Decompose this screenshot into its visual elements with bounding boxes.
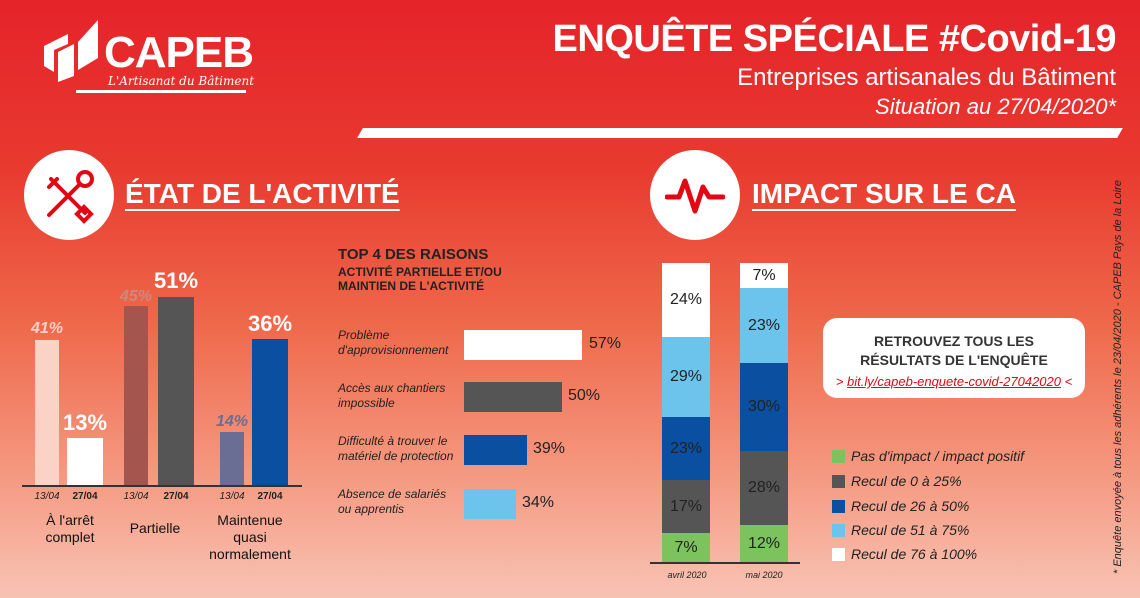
seg-mai-26-50: 30% [740, 363, 788, 451]
date-arret-2704: 27/04 [72, 491, 98, 502]
label-partielle-1304: 45% [119, 288, 153, 305]
reason-label-4: Absence de salariés ou apprentis [338, 487, 447, 516]
pulse-icon [650, 150, 740, 240]
bar-arret-2704 [67, 438, 103, 485]
reason-value-3: 39% [533, 440, 566, 457]
label-maintenue-2704: 36% [247, 311, 293, 336]
legend-swatch [832, 547, 845, 561]
legend-76-100: Recul de 76 à 100% [832, 546, 977, 562]
situation-date: Situation au 27/04/2020* [875, 94, 1116, 119]
label-partielle-2704: 51% [153, 268, 199, 293]
reason-value-1: 57% [589, 335, 622, 352]
title-divider [357, 128, 1123, 138]
legend-0-25: Recul de 0 à 25% [832, 473, 962, 489]
survey-results-link[interactable]: bit.ly/capeb-enquete-covid-27042020 [847, 374, 1061, 389]
reason-bar-4 [464, 489, 516, 519]
capeb-logo-icon [44, 20, 98, 82]
brand-tagline: L'Artisanat du Bâtiment [108, 74, 255, 88]
column-label-mai: mai 2020 [745, 570, 783, 580]
results-callout: RETROUVEZ TOUS LES RÉSULTATS DE L'ENQUÊT… [823, 318, 1085, 398]
date-partielle-2704: 27/04 [163, 491, 189, 502]
callout-title: RETROUVEZ TOUS LES RÉSULTATS DE L'ENQUÊT… [860, 333, 1048, 368]
impact-baseline [650, 562, 800, 564]
footnote: * Enquête envoyée à tous les adhérents l… [1112, 180, 1124, 574]
activity-section-title: ÉTAT DE L'ACTIVITÉ [125, 178, 400, 209]
bar-partielle-1304 [124, 306, 148, 485]
legend-swatch [832, 523, 845, 537]
legend-26-50: Recul de 26 à 50% [832, 498, 969, 514]
legend-51-75: Recul de 51 à 75% [832, 522, 969, 538]
date-maintenue-2704: 27/04 [257, 491, 283, 502]
group-label-partielle: Partielle [129, 520, 181, 536]
reason-value-2: 50% [568, 387, 601, 404]
seg-avril-pas-impact: 7% [662, 533, 710, 562]
seg-mai-51-75: 23% [740, 288, 788, 363]
legend-swatch [832, 474, 845, 488]
brand-name: CAPEB [104, 28, 254, 77]
legend-swatch [832, 499, 845, 513]
seg-avril-51-75: 29% [662, 337, 710, 417]
baseline-axis [22, 485, 302, 487]
callout-link-row: > bit.ly/capeb-enquete-covid-27042020 < [835, 374, 1073, 389]
label-arret-1304: 41% [30, 320, 64, 337]
legend-swatch [832, 449, 845, 463]
reason-value-4: 34% [522, 494, 555, 511]
group-label-maintenue: Maintenue quasi normalement [209, 512, 291, 562]
column-label-avril: avril 2020 [667, 570, 707, 580]
reasons-subtitle: ACTIVITÉ PARTIELLE ET/OU MAINTIEN DE L'A… [338, 265, 502, 293]
reason-label-1: Problème d'approvisionnement [338, 328, 449, 357]
page-title: ENQUÊTE SPÉCIALE #Covid-19 [552, 18, 1117, 60]
reason-bar-3 [464, 435, 527, 465]
legend-pas-impact: Pas d'impact / impact positif [832, 448, 1024, 464]
seg-avril-0-25: 17% [662, 480, 710, 533]
seg-mai-0-25: 28% [740, 451, 788, 525]
seg-mai-pas-impact: 12% [740, 525, 788, 562]
date-arret-1304: 13/04 [34, 491, 60, 502]
label-maintenue-1304: 14% [215, 413, 249, 430]
bar-maintenue-1304 [220, 432, 244, 485]
tools-icon [24, 150, 114, 240]
reasons-title: TOP 4 DES RAISONS [338, 246, 489, 263]
group-label-arret: À l'arrêt complet [45, 512, 95, 545]
label-arret-2704: 13% [62, 410, 108, 435]
reason-bar-1 [464, 330, 582, 360]
bar-arret-1304 [35, 340, 59, 485]
logo-underline [76, 90, 246, 93]
date-partielle-1304: 13/04 [123, 491, 149, 502]
seg-avril-26-50: 23% [662, 417, 710, 480]
reason-label-3: Difficulté à trouver le matériel de prote… [338, 434, 454, 463]
reason-label-2: Accès aux chantiers impossible [338, 381, 446, 410]
impact-section-title: IMPACT SUR LE CA [752, 178, 1016, 209]
reason-bar-2 [464, 382, 562, 412]
page-subtitle: Entreprises artisanales du Bâtiment [737, 64, 1116, 91]
bar-maintenue-2704 [252, 339, 288, 485]
seg-mai-76-100: 7% [740, 263, 788, 288]
date-maintenue-1304: 13/04 [219, 491, 245, 502]
bar-partielle-2704 [158, 297, 194, 485]
seg-avril-76-100: 24% [662, 263, 710, 337]
